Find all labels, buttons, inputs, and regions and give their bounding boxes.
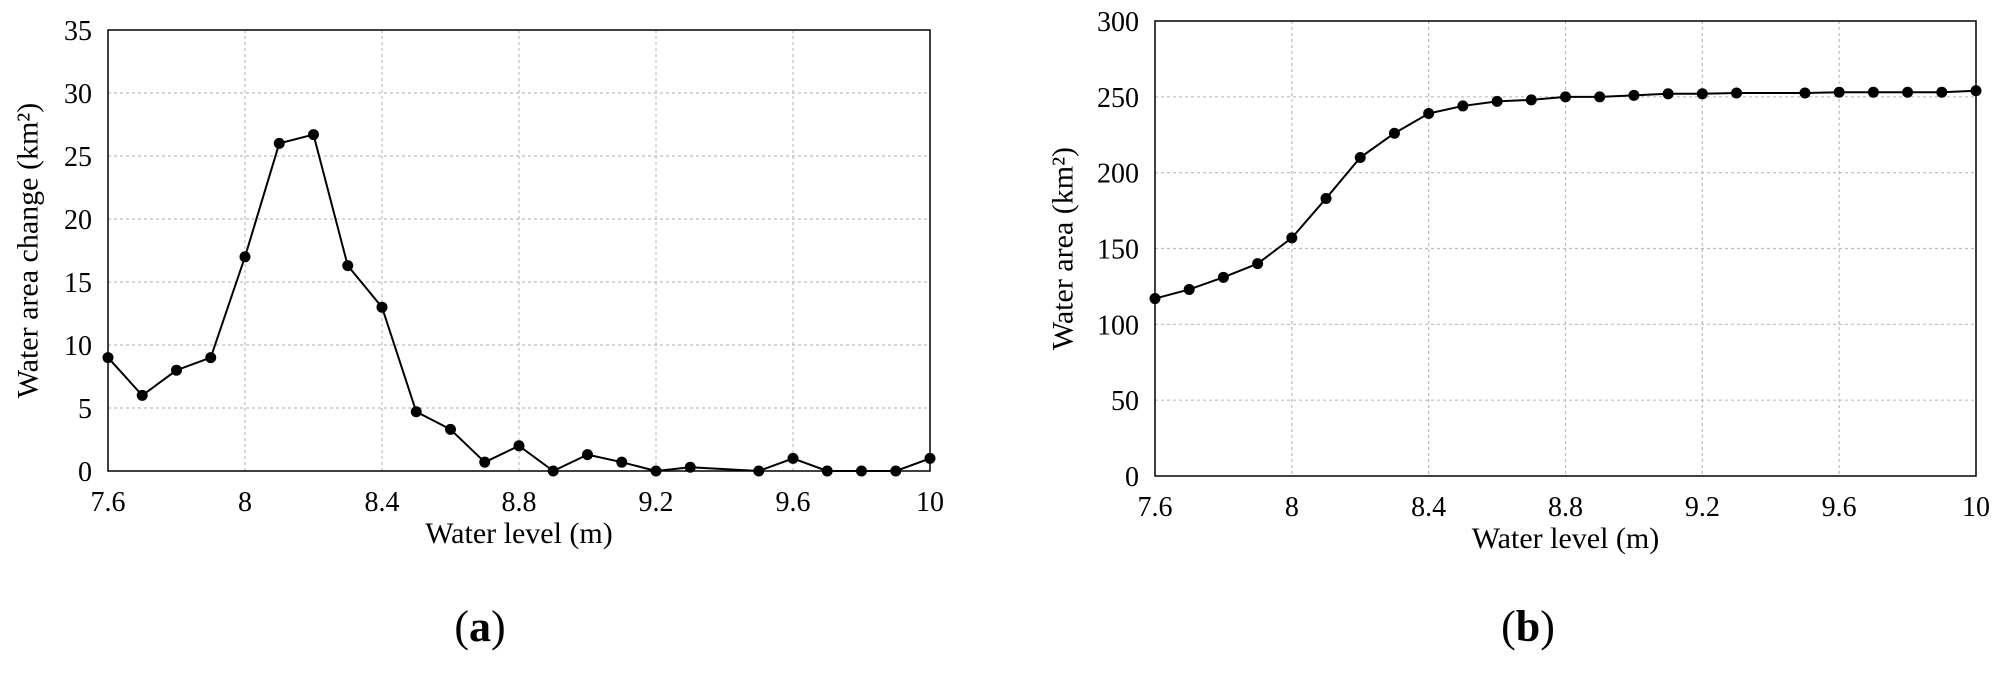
chart-b-plot-frame bbox=[1154, 20, 1977, 477]
chart-a-y-tick-label: 25 bbox=[64, 142, 92, 173]
chart-a-panel-letter: a bbox=[469, 602, 491, 651]
chart-a-data-point bbox=[890, 465, 902, 477]
chart-b-data-point bbox=[1799, 87, 1811, 99]
chart-b-data-point bbox=[1149, 293, 1161, 305]
chart-b-data-point bbox=[1662, 88, 1674, 100]
chart-a-y-tick-label: 10 bbox=[64, 331, 92, 362]
chart-b-data-point bbox=[1696, 88, 1708, 100]
chart-a-x-tick-label: 9.6 bbox=[776, 487, 811, 518]
chart-a-x-axis-title: Water level (m) bbox=[425, 517, 613, 550]
chart-a: 7.6 8 8.4 8.8 9.2 9.6 10 0 5 10 15 20 25 30 35 Water le… bbox=[12, 16, 945, 651]
chart-a-plot-frame bbox=[107, 29, 931, 472]
chart-b-data-point bbox=[1457, 100, 1469, 112]
chart-a-x-tick-label: 8 bbox=[238, 487, 252, 518]
chart-a-data-point bbox=[445, 423, 456, 435]
chart-b-data-point bbox=[1525, 94, 1537, 106]
chart-a-x-tick-label: 8.4 bbox=[365, 487, 400, 518]
chart-a-y-tick-label: 35 bbox=[64, 16, 92, 47]
chart-b-x-tick-label: 7.6 bbox=[1138, 492, 1173, 523]
chart-a-y-tick-label: 30 bbox=[64, 79, 92, 110]
chart-b-data-point bbox=[1286, 232, 1298, 244]
chart-b-panel-label: (b) bbox=[1501, 602, 1555, 651]
chart-b-y-tick-label: 200 bbox=[1097, 159, 1139, 190]
chart-a-data-point bbox=[171, 364, 182, 376]
chart-a-data-point bbox=[239, 251, 251, 263]
chart-b-data-point bbox=[1560, 91, 1571, 103]
chart-a-data-point bbox=[136, 389, 148, 401]
chart-b-data-point bbox=[1217, 271, 1229, 283]
chart-a-data-point bbox=[547, 465, 559, 477]
chart-b-y-tick-label: 50 bbox=[1111, 386, 1139, 417]
chart-a-panel-label: (a) bbox=[454, 602, 505, 651]
chart-b-y-tick-label: 300 bbox=[1097, 7, 1139, 38]
chart-b-y-tick-label: 0 bbox=[1125, 462, 1139, 493]
chart-b-x-tick-label: 8.8 bbox=[1548, 492, 1583, 523]
chart-b-data-point bbox=[1183, 283, 1195, 295]
chart-b-data-point bbox=[1902, 86, 1914, 98]
chart-b-y-tick-label: 150 bbox=[1097, 235, 1139, 266]
chart-b-data-point bbox=[1354, 152, 1366, 163]
chart-a-data-point bbox=[273, 137, 285, 149]
chart-a-data-point bbox=[616, 456, 628, 468]
chart-b-x-tick-label: 9.6 bbox=[1822, 492, 1857, 523]
chart-b-data-point bbox=[1491, 95, 1503, 107]
chart-b-data-point bbox=[1936, 86, 1948, 98]
chart-a-data-point bbox=[205, 352, 217, 364]
chart-a-data-point bbox=[684, 461, 696, 473]
chart-b-data-point bbox=[1252, 258, 1264, 270]
chart-a-data-point bbox=[582, 449, 593, 461]
chart-a-data-point bbox=[410, 406, 422, 418]
chart-a-data-point bbox=[821, 465, 833, 477]
chart-b: 7.6 8 8.4 8.8 9.2 9.6 10050100150200250300Wate… bbox=[1047, 7, 1991, 651]
chart-b-y-tick-label: 100 bbox=[1097, 310, 1139, 341]
chart-b-x-tick-label: 8 bbox=[1285, 492, 1299, 523]
chart-b-data-point bbox=[1867, 86, 1879, 98]
chart-a-x-tick-label: 8.8 bbox=[502, 487, 537, 518]
chart-b-x-tick-label: 9.2 bbox=[1685, 492, 1720, 523]
chart-a-data-point bbox=[787, 452, 799, 464]
chart-a-y-tick-label: 5 bbox=[78, 394, 92, 425]
chart-a-x-tick-label: 7.6 bbox=[91, 487, 126, 518]
chart-a-x-tick-label: 9.2 bbox=[639, 487, 674, 518]
chart-a-series-line bbox=[107, 133, 931, 472]
chart-b-panel-letter: b bbox=[1516, 602, 1540, 651]
chart-a-data-point bbox=[513, 440, 525, 452]
chart-b-x-axis-title: Water level (m) bbox=[1472, 522, 1660, 555]
chart-b-data-point bbox=[1628, 89, 1640, 101]
chart-a-x-tick-label: 10 bbox=[916, 487, 944, 518]
chart-a-data-point bbox=[479, 456, 491, 468]
chart-b-x-tick-label: 10 bbox=[1962, 492, 1990, 523]
chart-b-data-point bbox=[1320, 192, 1332, 204]
chart-b-data-point bbox=[1423, 108, 1435, 120]
chart-a-y-tick-label: 20 bbox=[64, 205, 92, 236]
chart-b-data-point bbox=[1731, 87, 1743, 99]
chart-b-y-tick-label: 250 bbox=[1097, 83, 1139, 114]
chart-a-data-point bbox=[376, 301, 388, 313]
chart-a-y-tick-label: 15 bbox=[64, 268, 92, 299]
chart-b-y-axis-title: Water area (km²) bbox=[1047, 147, 1080, 350]
chart-b-x-tick-label: 8.4 bbox=[1411, 492, 1446, 523]
chart-a-y-axis-title: Water area change (km²) bbox=[12, 103, 45, 399]
chart-b-data-point bbox=[1970, 85, 1982, 97]
chart-a-data-point bbox=[856, 465, 867, 477]
chart-a-data-point bbox=[308, 129, 319, 141]
chart-a-data-point bbox=[102, 352, 114, 364]
chart-a-data-point bbox=[924, 452, 936, 464]
chart-a-data-point bbox=[650, 465, 662, 477]
chart-b-series-line bbox=[1154, 89, 1977, 300]
chart-b-data-point bbox=[1594, 91, 1606, 103]
chart-a-data-point bbox=[753, 465, 765, 477]
chart-b-data-point bbox=[1833, 86, 1845, 98]
chart-b-data-point bbox=[1388, 127, 1400, 139]
chart-a-data-point bbox=[342, 260, 354, 272]
chart-a-y-tick-label: 0 bbox=[78, 457, 92, 488]
